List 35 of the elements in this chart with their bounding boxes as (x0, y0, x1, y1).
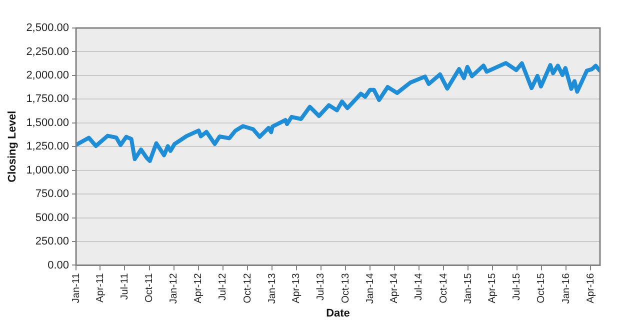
y-tick-label: 1,000.00 (26, 164, 70, 176)
x-tick-label: Oct-13 (340, 272, 352, 304)
x-tick-label: Apr-12 (193, 272, 204, 304)
x-tick-label: Jul-14 (414, 272, 425, 300)
x-tick-label: Apr-11 (94, 272, 106, 303)
x-tick-label: Oct-12 (242, 272, 254, 304)
x-tick-label: Jan-15 (462, 272, 474, 304)
x-tick-label: Jul-12 (218, 272, 229, 300)
y-tick-label: 1,750.00 (26, 93, 70, 106)
x-tick-label: Jul-13 (316, 272, 327, 300)
x-tick-label: Apr-14 (389, 272, 400, 304)
x-tick-label: Oct-11 (144, 272, 156, 303)
y-tick-label: 500.00 (35, 212, 70, 224)
y-tick-label: 0.00 (48, 259, 70, 272)
x-tick-label: Jul-15 (512, 272, 523, 300)
x-tick-label: Oct-14 (438, 272, 450, 304)
x-tick-label: Jan-14 (364, 272, 376, 304)
y-tick-label: 1,500.00 (26, 116, 70, 129)
x-tick-label: Jul-11 (119, 272, 130, 300)
x-axis-title: Date (326, 307, 350, 320)
x-tick-label: Jan-13 (266, 272, 278, 304)
x-tick-label: Jan-12 (168, 272, 180, 304)
x-tick-label: Oct-15 (536, 272, 548, 304)
x-tick-label: Apr-13 (291, 272, 302, 304)
x-tick-label: Apr-16 (585, 272, 596, 304)
y-tick-label: 1,250.00 (26, 140, 70, 153)
y-tick-label: 250.00 (35, 236, 70, 248)
y-tick-label: 2,250.00 (26, 46, 70, 58)
x-tick-label: Jan-16 (560, 272, 572, 304)
y-tick-label: 750.00 (35, 188, 70, 200)
x-tick-label: Jan-11 (70, 272, 82, 304)
x-tick-label: Apr-15 (487, 272, 498, 304)
y-tick-label: 2,500.00 (26, 22, 70, 34)
y-axis-title: Closing Level (6, 110, 19, 182)
y-tick-label: 2,000.00 (26, 69, 70, 82)
